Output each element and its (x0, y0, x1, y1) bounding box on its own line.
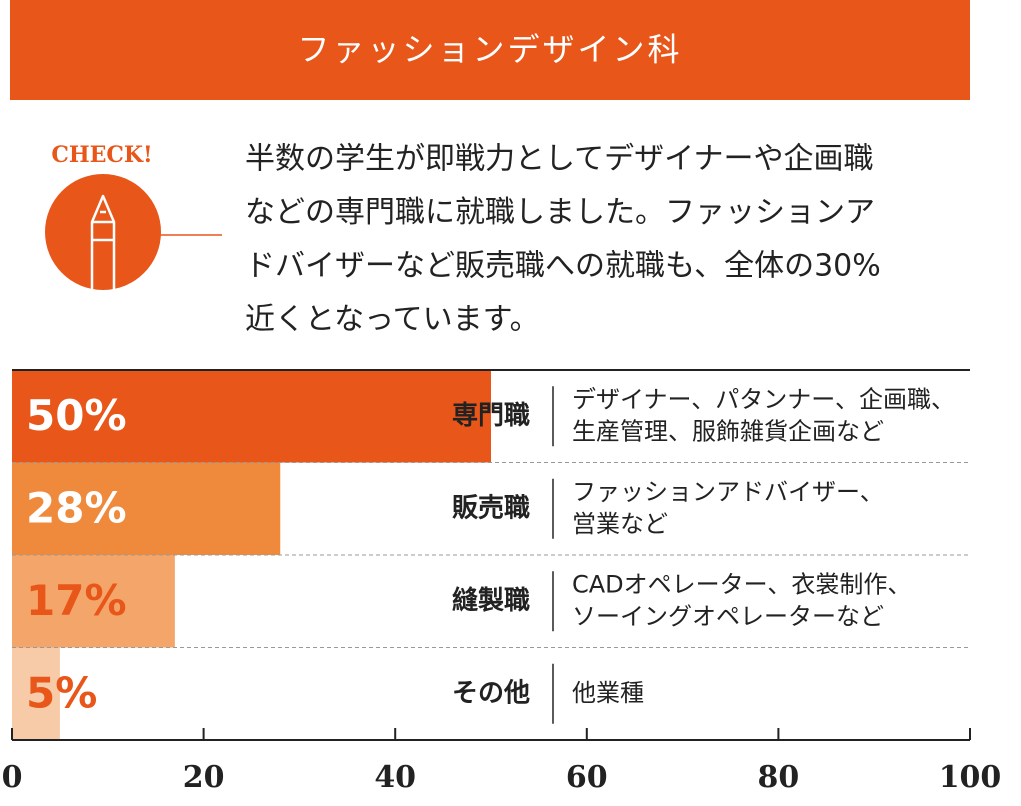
category-label: 縫製職 (452, 586, 530, 616)
check-text-line: 半数の学生が即戦力としてデザイナーや企画職 (245, 142, 874, 177)
check-icon (45, 174, 222, 290)
bar (12, 555, 175, 648)
bar (12, 370, 491, 463)
category-description: ファッションアドバイザー、 (572, 478, 884, 506)
check-text: 半数の学生が即戦力としてデザイナーや企画職などの専門職に就職しました。ファッショ… (245, 142, 881, 338)
value-label: 17% (26, 576, 127, 625)
category-description: CADオペレーター、衣裳制作、 (572, 570, 911, 598)
x-tick-label: 40 (374, 760, 416, 795)
chart: 50% 専門職 デザイナー、パタンナー、企画職、生産管理、服飾雑貨企画など 28% 販売… (2, 369, 1002, 795)
check-text-line: ドバイザーなど販売職への就職も、全体の30% (245, 249, 881, 284)
check-text-line: などの専門職に就職しました。ファッションア (245, 195, 875, 230)
value-label: 50% (26, 391, 127, 440)
bar (12, 647, 60, 740)
category-description: ソーイングオペレーターなど (572, 602, 884, 630)
category-description: 生産管理、服飾雑貨企画など (572, 417, 884, 445)
header-title: ファッションデザイン科 (297, 31, 682, 69)
x-tick-label: 100 (939, 760, 1002, 795)
check-text-line: 近くとなっています。 (245, 302, 540, 337)
category-description: 他業種 (572, 679, 644, 707)
x-tick-label: 80 (758, 760, 800, 795)
x-tick-label: 60 (566, 760, 608, 795)
header-band (10, 0, 970, 100)
bar (12, 462, 281, 555)
value-label: 28% (26, 483, 127, 532)
category-label: その他 (452, 678, 530, 708)
category-label: 販売職 (452, 493, 530, 523)
x-tick-label: 20 (183, 760, 225, 795)
x-tick-label: 0 (2, 760, 23, 795)
category-label: 専門職 (452, 401, 530, 431)
value-label: 5% (26, 668, 97, 717)
check-label: CHECK! (51, 142, 152, 168)
category-description: 営業など (572, 510, 668, 538)
category-description: デザイナー、パタンナー、企画職、 (572, 385, 955, 413)
